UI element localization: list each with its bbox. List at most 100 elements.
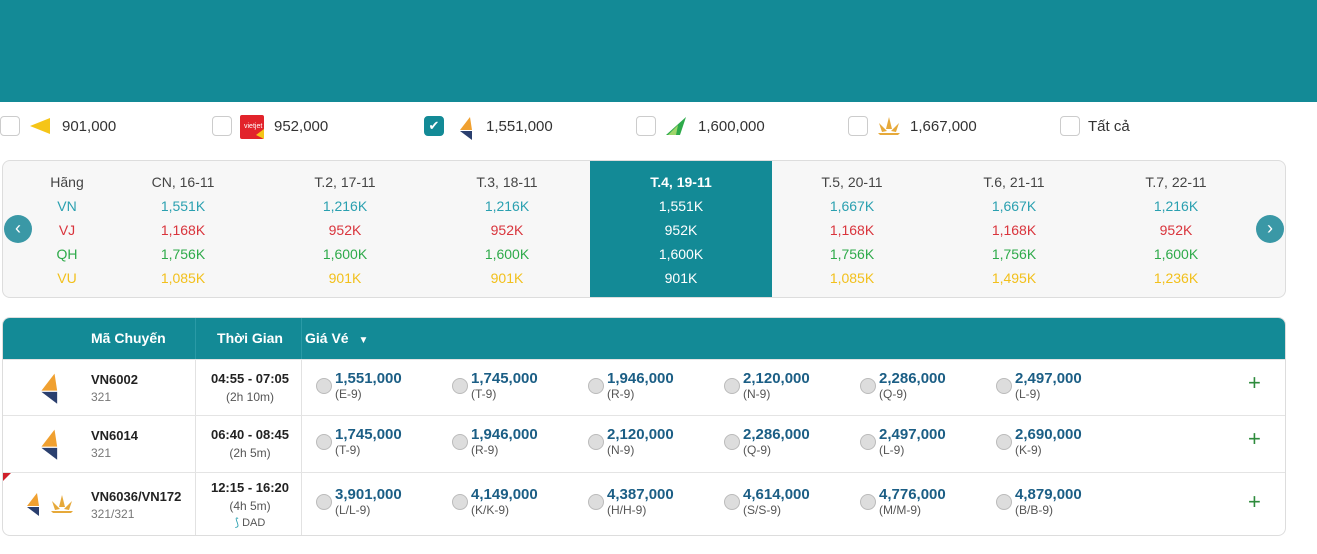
fare-radio[interactable] (724, 378, 740, 394)
expand-plus-icon[interactable]: + (1248, 489, 1261, 514)
vietravel-logo-icon (31, 370, 65, 411)
fare-option[interactable]: 2,120,000 (N-9) (724, 370, 810, 401)
fare-radio[interactable] (316, 494, 332, 510)
fare-radio[interactable] (588, 434, 604, 450)
fare-option[interactable]: 1,745,000 (T-9) (316, 426, 402, 457)
date-price-vj[interactable]: 952K (664, 222, 698, 238)
header-price: Giá Vé (305, 330, 349, 346)
filter-checkbox[interactable]: ✔ (424, 116, 444, 136)
date-price-vn[interactable]: 1,667K (991, 198, 1037, 214)
date-price-qh[interactable]: 1,600K (1153, 246, 1199, 262)
filter-checkbox[interactable] (212, 116, 232, 136)
divider (195, 318, 196, 359)
next-dates-button[interactable]: › (1256, 215, 1284, 243)
fare-option[interactable]: 2,497,000 (L-9) (860, 426, 946, 457)
date-price-qh[interactable]: 1,600K (484, 246, 530, 262)
filter-vn[interactable]: ✔ 1,551,000 (424, 114, 553, 140)
filter-vu[interactable]: 901,000 (0, 114, 116, 138)
date-price-vn[interactable]: 1,216K (322, 198, 368, 214)
date-price-qh[interactable]: 1,756K (160, 246, 206, 262)
date-column[interactable]: T.4, 19-11 1,551K 952K 1,600K 901K (590, 161, 772, 297)
fare-radio[interactable] (724, 434, 740, 450)
date-price-vn[interactable]: 1,667K (829, 198, 875, 214)
date-price-vu[interactable]: 1,236K (1153, 270, 1199, 286)
airline-logo-icon (876, 115, 902, 137)
date-column[interactable]: T.2, 17-11 1,216K 952K 1,600K 901K (254, 161, 436, 297)
date-price-vn[interactable]: 1,551K (160, 198, 206, 214)
filter-checkbox[interactable] (1060, 116, 1080, 136)
date-price-vn[interactable]: 1,216K (484, 198, 530, 214)
fare-radio[interactable] (724, 494, 740, 510)
date-price-qh[interactable]: 1,756K (991, 246, 1037, 262)
corner-flag-icon (3, 473, 11, 481)
fare-radio[interactable] (860, 378, 876, 394)
fare-radio[interactable] (860, 494, 876, 510)
fare-option[interactable]: 3,901,000 (L/L-9) (316, 486, 402, 517)
fare-price: 2,286,000 (743, 426, 810, 443)
fare-option[interactable]: 2,120,000 (N-9) (588, 426, 674, 457)
fare-option[interactable]: 4,776,000 (M/M-9) (860, 486, 946, 517)
date-price-vn[interactable]: 1,551K (658, 198, 704, 214)
filter-vj[interactable]: vietjet 952,000 (212, 114, 328, 139)
fare-option[interactable]: 2,497,000 (L-9) (996, 370, 1082, 401)
fare-radio[interactable] (996, 494, 1012, 510)
flight-code: VN6014 (91, 428, 138, 443)
fare-radio[interactable] (996, 434, 1012, 450)
date-price-qh[interactable]: 1,600K (658, 246, 704, 262)
fare-option[interactable]: 2,286,000 (Q-9) (860, 370, 946, 401)
fare-radio[interactable] (996, 378, 1012, 394)
fare-option[interactable]: 4,387,000 (H/H-9) (588, 486, 674, 517)
fare-option[interactable]: 4,879,000 (B/B-9) (996, 486, 1082, 517)
fare-class: (Q-9) (743, 443, 771, 457)
date-price-vj[interactable]: 1,168K (991, 222, 1037, 238)
date-price-vu[interactable]: 1,085K (829, 270, 875, 286)
prev-dates-button[interactable]: ‹ (4, 215, 32, 243)
date-price-vu[interactable]: 1,495K (991, 270, 1037, 286)
date-price-vj[interactable]: 952K (1159, 222, 1193, 238)
fare-radio[interactable] (588, 378, 604, 394)
date-column[interactable]: T.3, 18-11 1,216K 952K 1,600K 901K (416, 161, 598, 297)
fare-option[interactable]: 4,149,000 (K/K-9) (452, 486, 538, 517)
date-price-vu[interactable]: 901K (664, 270, 698, 286)
fare-price: 3,901,000 (335, 486, 402, 503)
expand-plus-icon[interactable]: + (1248, 370, 1261, 395)
date-price-qh[interactable]: 1,600K (322, 246, 368, 262)
date-price-vj[interactable]: 1,168K (829, 222, 875, 238)
fare-option[interactable]: 2,286,000 (Q-9) (724, 426, 810, 457)
date-price-vu[interactable]: 901K (490, 270, 524, 286)
filter-all[interactable]: Tất cả (1060, 114, 1130, 138)
expand-plus-icon[interactable]: + (1248, 426, 1261, 451)
fare-option[interactable]: 1,946,000 (R-9) (588, 370, 674, 401)
filter-price: 901,000 (62, 117, 117, 135)
date-price-vj[interactable]: 1,168K (160, 222, 206, 238)
filter-vn-partner[interactable]: 1,667,000 (848, 114, 977, 138)
fare-option[interactable]: 1,946,000 (R-9) (452, 426, 538, 457)
date-price-vn[interactable]: 1,216K (1153, 198, 1199, 214)
date-price-vj[interactable]: 952K (328, 222, 362, 238)
fare-radio[interactable] (316, 434, 332, 450)
fare-radio[interactable] (452, 434, 468, 450)
fare-option[interactable]: 2,690,000 (K-9) (996, 426, 1082, 457)
fare-radio[interactable] (452, 494, 468, 510)
date-price-qh[interactable]: 1,756K (829, 246, 875, 262)
date-price-vj[interactable]: 952K (490, 222, 524, 238)
date-column[interactable]: T.7, 22-11 1,216K 952K 1,600K 1,236K (1085, 161, 1267, 297)
date-column[interactable]: T.5, 20-11 1,667K 1,168K 1,756K 1,085K (761, 161, 943, 297)
fare-radio[interactable] (588, 494, 604, 510)
filter-checkbox[interactable] (636, 116, 656, 136)
date-column[interactable]: T.6, 21-11 1,667K 1,168K 1,756K 1,495K (923, 161, 1105, 297)
filter-qh[interactable]: 1,600,000 (636, 114, 765, 138)
fare-option[interactable]: 1,551,000 (E-9) (316, 370, 402, 401)
date-price-vu[interactable]: 1,085K (160, 270, 206, 286)
fare-radio[interactable] (316, 378, 332, 394)
fare-option[interactable]: 1,745,000 (T-9) (452, 370, 538, 401)
filter-checkbox[interactable] (848, 116, 868, 136)
fare-radio[interactable] (860, 434, 876, 450)
fare-option[interactable]: 4,614,000 (S/S-9) (724, 486, 810, 517)
fare-radio[interactable] (452, 378, 468, 394)
date-price-vu[interactable]: 901K (328, 270, 362, 286)
date-column[interactable]: CN, 16-11 1,551K 1,168K 1,756K 1,085K (92, 161, 274, 297)
filter-checkbox[interactable] (0, 116, 20, 136)
header-price-sort[interactable]: Giá Vé ▼ (305, 330, 368, 346)
airline-logo-icon (452, 115, 478, 140)
